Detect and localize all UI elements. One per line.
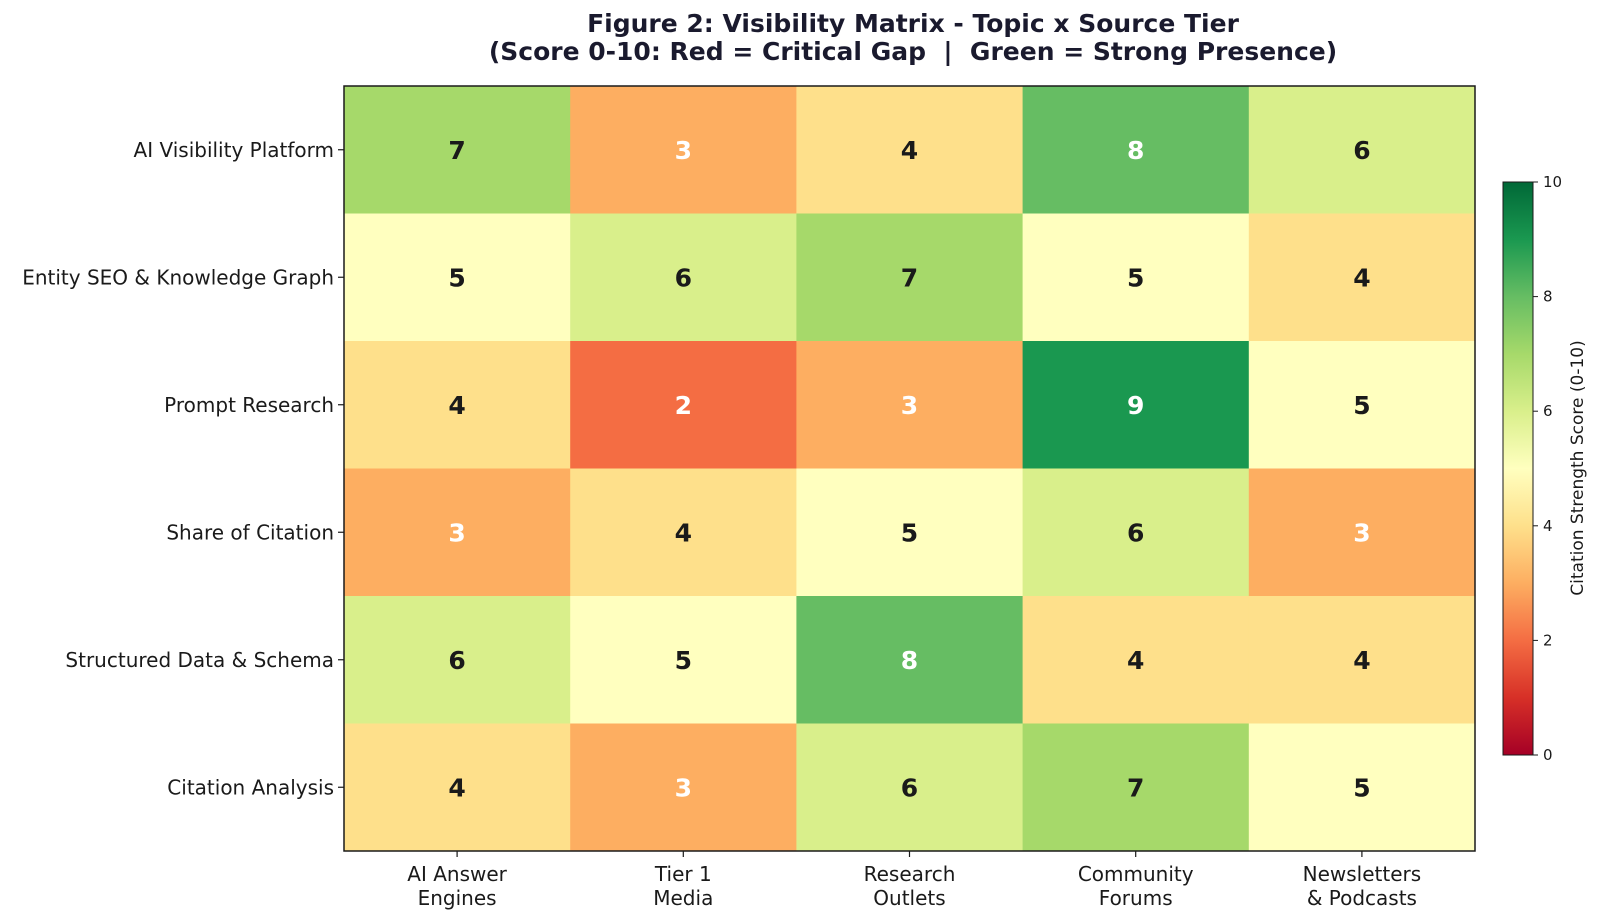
column-label: AI Answer Engines (407, 862, 507, 910)
cell-value-label: 4 (1353, 646, 1370, 675)
heatmap-cell (570, 341, 797, 469)
plot-frame (343, 85, 1476, 852)
row-label: Share of Citation (166, 520, 334, 544)
cell-value-label: 5 (1353, 773, 1370, 802)
cell-value-label: 7 (1127, 773, 1144, 802)
heatmap-cell (570, 213, 797, 342)
heatmap-cell (344, 723, 571, 852)
column-label: Newsletters & Podcasts (1303, 862, 1422, 910)
cell-value-label: 3 (1353, 518, 1370, 547)
row-label: AI Visibility Platform (134, 138, 334, 162)
colorbar-ticks: 0 2 4 6 8 10 (1533, 173, 1562, 764)
heatmap-cell (570, 86, 797, 214)
heatmap-cell (570, 596, 797, 724)
heatmap-cell (570, 723, 797, 852)
heatmap-cell (796, 86, 1024, 214)
heatmap-cell (1248, 86, 1476, 214)
cell-value-label: 3 (675, 136, 692, 165)
heatmap-cell (1022, 341, 1250, 469)
chart-subtitle: (Score 0-10: Red = Critical Gap | Green … (489, 37, 1337, 66)
heatmap-cell (344, 596, 571, 724)
cell-value-label: 3 (675, 773, 692, 802)
colorbar-tick-label: 2 (1543, 631, 1553, 649)
colorbar-tick-label: 4 (1543, 517, 1553, 535)
cell-value-label: 4 (1127, 646, 1144, 675)
row-label: Structured Data & Schema (65, 648, 334, 672)
cell-value-label: 8 (1127, 136, 1144, 165)
cell-value-label: 4 (448, 773, 465, 802)
heatmap-cell (344, 86, 571, 214)
heatmap-cell (1248, 213, 1476, 342)
column-label: Research Outlets (864, 862, 956, 910)
chart-title: Figure 2: Visibility Matrix - Topic x So… (587, 9, 1240, 38)
heatmap-cell (796, 596, 1024, 724)
heatmap-cell (344, 341, 571, 469)
cell-value-label: 3 (901, 391, 918, 420)
heatmap-cell (1022, 723, 1250, 852)
cell-value-label: 8 (901, 646, 918, 675)
heatmap-cell (1248, 468, 1476, 597)
cell-value-label: 5 (901, 518, 918, 547)
colorbar-label: Citation Strength Score (0-10) (1568, 340, 1588, 595)
row-label: Prompt Research (164, 393, 334, 417)
heatmap-cell (796, 723, 1024, 852)
row-label: Entity SEO & Knowledge Graph (22, 265, 334, 289)
cell-value-label: 5 (1353, 391, 1370, 420)
heatmap-cell (1248, 341, 1476, 469)
column-label: Tier 1 Media (653, 862, 713, 910)
cell-value-label: 9 (1127, 391, 1144, 420)
heatmap-cells: 7 3 4 8 6 5 6 7 5 4 4 2 3 9 5 3 4 5 6 3 6 5 8 4 4 4 3 6 7 5 (344, 86, 1476, 852)
cell-value-label: 7 (901, 263, 918, 292)
heatmap-cell (1022, 468, 1250, 597)
heatmap-cell (1022, 86, 1250, 214)
colorbar-tick-label: 0 (1543, 746, 1553, 764)
heatmap-cell (796, 213, 1024, 342)
cell-value-label: 2 (675, 391, 692, 420)
row-labels: AI Visibility Platform Entity SEO & Knowl… (22, 138, 344, 799)
cell-value-label: 5 (675, 646, 692, 675)
heatmap-cell (796, 468, 1024, 597)
cell-value-label: 3 (448, 518, 465, 547)
colorbar-tick-label: 6 (1543, 402, 1553, 420)
heatmap-cell (1248, 596, 1476, 724)
column-labels: AI Answer Engines Tier 1 Media Research Outle… (407, 851, 1421, 910)
heatmap-cell (796, 341, 1024, 469)
cell-value-label: 6 (1127, 518, 1144, 547)
cell-value-label: 5 (1127, 263, 1144, 292)
colorbar-tick-label: 8 (1543, 288, 1553, 306)
row-label: Citation Analysis (167, 775, 334, 799)
heatmap-cell (344, 468, 571, 597)
heatmap-cell (1022, 596, 1250, 724)
cell-value-label: 6 (901, 773, 918, 802)
heatmap-cell (1248, 723, 1476, 852)
cell-value-label: 6 (675, 263, 692, 292)
colorbar: 0 2 4 6 8 10 Citation Strength Score (0-10) (1502, 173, 1588, 764)
heatmap-cell (1022, 213, 1250, 342)
cell-value-label: 6 (448, 646, 465, 675)
cell-value-label: 4 (1353, 263, 1370, 292)
column-label: Community Forums (1078, 862, 1194, 910)
colorbar-tick-label: 10 (1543, 173, 1562, 191)
heatmap-cell (570, 468, 797, 597)
cell-value-label: 7 (448, 136, 465, 165)
cell-value-label: 4 (448, 391, 465, 420)
colorbar-gradient (1502, 181, 1534, 756)
cell-value-label: 5 (448, 263, 465, 292)
cell-value-label: 6 (1353, 136, 1370, 165)
cell-value-label: 4 (901, 136, 918, 165)
heatmap-cell (344, 213, 571, 342)
cell-value-label: 4 (675, 518, 692, 547)
